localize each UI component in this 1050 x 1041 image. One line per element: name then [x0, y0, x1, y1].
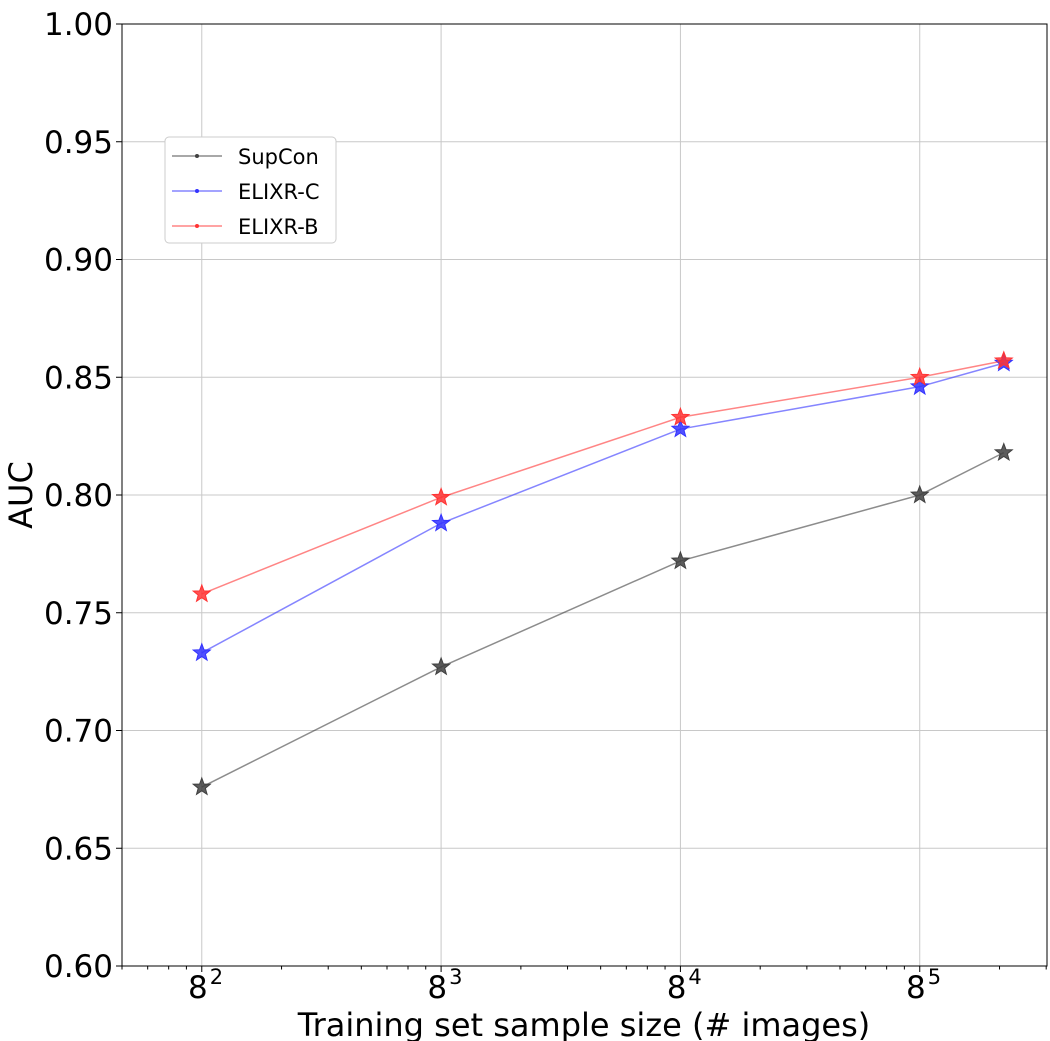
data-point-elixr-b: [191, 583, 212, 603]
legend-label-elixr-b: ELIXR-B: [238, 215, 319, 239]
y-tick-label: 0.65: [44, 831, 113, 867]
series-line-elixr-b: [201, 360, 1004, 595]
data-point-elixr-b: [909, 366, 930, 386]
x-tick-label-base: 8: [667, 970, 687, 1006]
data-point-elixr-c: [670, 418, 691, 438]
x-tick-label-base: 8: [906, 970, 926, 1006]
x-tick-label-base: 8: [427, 970, 447, 1006]
legend-marker-supcon: [195, 154, 199, 158]
data-point-elixr-b: [431, 486, 452, 506]
data-point-elixr-c: [909, 376, 930, 396]
legend-box: [164, 136, 337, 244]
y-tick-label: 0.60: [44, 949, 113, 985]
y-tick-label: 0.80: [44, 478, 113, 514]
y-tick-label: 0.95: [44, 125, 113, 161]
legend-marker-elixr-b: [195, 224, 199, 228]
y-tick-label: 0.85: [44, 360, 113, 396]
legend-label-supcon: SupCon: [238, 145, 319, 169]
series-line-supcon: [201, 451, 1005, 788]
x-tick-label-base: 8: [188, 970, 208, 1006]
data-point-elixr-c: [191, 642, 212, 662]
series-layer: [191, 350, 1014, 796]
data-point-supcon: [431, 656, 452, 676]
x-tick-label-exponent: 3: [449, 965, 462, 989]
data-point-elixr-b: [670, 406, 691, 426]
data-point-supcon: [909, 484, 930, 504]
data-point-supcon: [993, 442, 1014, 462]
y-tick-label: 0.75: [44, 596, 113, 632]
y-tick-label: 1.00: [44, 7, 113, 43]
data-point-supcon: [670, 550, 691, 570]
x-tick-label-exponent: 4: [688, 965, 701, 989]
y-axis-ticks: 0.60 0.65 0.70 0.75 0.80 0.85 0.90 0.95 1.00: [44, 7, 122, 985]
y-axis-label: AUC: [2, 461, 40, 529]
series-line-elixr-c: [201, 362, 1004, 654]
y-tick-label: 0.70: [44, 714, 113, 750]
data-point-elixr-b: [993, 350, 1014, 370]
x-tick-label-exponent: 2: [210, 965, 223, 989]
legend-label-elixr-c: ELIXR-C: [238, 180, 320, 204]
x-tick-label-exponent: 5: [928, 965, 941, 989]
legend: SupCon ELIXR-C ELIXR-B: [164, 136, 337, 244]
data-point-elixr-c: [431, 512, 452, 532]
x-axis-label: Training set sample size (# images): [297, 1006, 871, 1041]
data-point-supcon: [191, 776, 212, 796]
legend-marker-elixr-c: [195, 189, 199, 193]
y-tick-label: 0.90: [44, 243, 113, 279]
